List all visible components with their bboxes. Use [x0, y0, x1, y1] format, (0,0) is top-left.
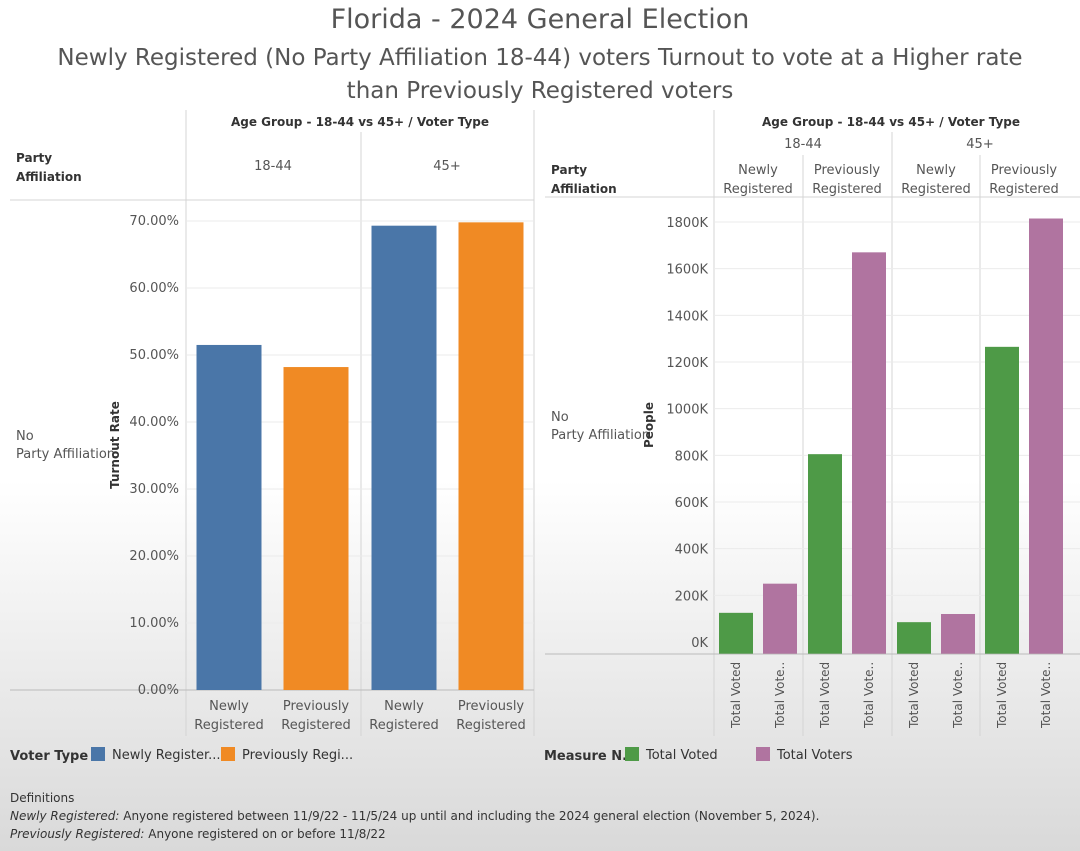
right-y-tick-label: 1200K	[666, 356, 708, 371]
left-x-tick-label: Registered	[369, 718, 439, 733]
people-chart: Age Group - 18-44 vs 45+ / Voter Type Par…	[551, 115, 1080, 729]
right-x-tick-label: Total Vote..	[862, 662, 876, 729]
legend-left-title: Voter Type	[10, 749, 88, 764]
left-y-tick-label: 50.00%	[129, 348, 179, 363]
legend-swatch	[756, 747, 770, 761]
right-y-tick-label: 200K	[675, 589, 709, 604]
right-category-label: Registered	[901, 182, 971, 197]
legend-left-label: Previously Regi...	[242, 748, 353, 763]
chart-subtitle: Newly Registered (No Party Affiliation 1…	[57, 45, 1023, 104]
right-y-tick-label: 600K	[675, 496, 709, 511]
left-column-header: Age Group - 18-44 vs 45+ / Voter Type	[231, 115, 489, 129]
right-column-header: Age Group - 18-44 vs 45+ / Voter Type	[762, 115, 1020, 129]
right-group-label: 45+	[966, 137, 993, 152]
right-category-label: Registered	[989, 182, 1059, 197]
legend-right-label: Total Voted	[645, 748, 718, 763]
right-category-label: Previously	[814, 163, 881, 178]
right-y-tick-label: 1800K	[666, 216, 708, 231]
left-x-tick-label: Newly	[209, 699, 249, 714]
right-y-tick-label: 1600K	[666, 263, 708, 278]
right-x-tick-label: Total Voted	[907, 662, 921, 729]
left-row-label: Party Affiliation	[16, 447, 115, 462]
bar-people-45plus-previously-total-voters	[1029, 218, 1063, 654]
bar-people-45plus-newly-total-voters	[941, 614, 975, 654]
bar-people-45plus-previously-total-voted	[985, 346, 1019, 654]
right-x-tick-label: Total Voted	[995, 662, 1009, 729]
definition-previously-term: Previously Registered:	[10, 827, 145, 841]
right-x-tick-label: Total Voted	[818, 662, 832, 729]
left-x-tick-label: Newly	[384, 699, 424, 714]
bar-turnout-18-44-newly	[196, 344, 262, 690]
right-category-label: Registered	[723, 182, 793, 197]
left-y-tick-label: 40.00%	[129, 415, 179, 430]
definitions: Definitions Newly Registered: Anyone reg…	[10, 789, 819, 843]
legend-swatch	[625, 747, 639, 761]
right-category-label: Newly	[738, 163, 778, 178]
bar-people-18-44-previously-total-voters	[852, 252, 886, 654]
legend-right-title: Measure N...	[544, 749, 637, 764]
bar-turnout-45plus-newly	[371, 225, 437, 690]
left-x-tick-label: Registered	[281, 718, 351, 733]
definition-previously-text: Anyone registered on or before 11/8/22	[144, 827, 386, 841]
right-x-tick-label: Total Voted	[729, 662, 743, 729]
right-x-tick-label: Total Vote..	[1039, 662, 1053, 729]
left-x-tick-label: Registered	[194, 718, 264, 733]
right-category-label: Registered	[812, 182, 882, 197]
left-x-tick-label: Previously	[283, 699, 350, 714]
left-y-axis-title: Turnout Rate	[108, 401, 122, 489]
right-y-axis-title: People	[642, 402, 656, 448]
left-y-tick-label: 30.00%	[129, 482, 179, 497]
right-x-tick-label: Total Vote..	[773, 662, 787, 729]
definitions-heading: Definitions	[10, 791, 75, 805]
turnout-rate-chart: Age Group - 18-44 vs 45+ / Voter Type Par…	[16, 115, 534, 733]
right-row-header: Party	[551, 163, 587, 177]
bar-people-18-44-newly-total-voted	[719, 612, 753, 654]
right-x-tick-label: Total Vote..	[951, 662, 965, 729]
definition-newly: Newly Registered: Anyone registered betw…	[10, 807, 819, 825]
left-row-label: No	[16, 429, 34, 444]
bar-people-18-44-newly-total-voters	[763, 583, 797, 654]
right-row-header: Affiliation	[551, 182, 617, 196]
left-y-tick-label: 20.00%	[129, 549, 179, 564]
right-y-tick-label: 800K	[675, 449, 709, 464]
left-group-label: 18-44	[254, 159, 292, 174]
definition-previously: Previously Registered: Anyone registered…	[10, 825, 819, 843]
left-y-tick-label: 0.00%	[138, 683, 179, 698]
left-group-label: 45+	[433, 159, 460, 174]
right-row-label: No	[551, 410, 569, 425]
definition-newly-term: Newly Registered:	[10, 809, 120, 823]
bar-turnout-18-44-previously	[283, 367, 349, 690]
right-y-tick-label: 1000K	[666, 403, 708, 418]
legend-swatch	[221, 747, 235, 761]
bar-people-45plus-newly-total-voted	[897, 622, 931, 654]
left-row-header: Affiliation	[16, 170, 82, 184]
bar-turnout-45plus-previously	[458, 222, 524, 690]
left-y-tick-label: 70.00%	[129, 214, 179, 229]
right-row-label: Party Affiliation	[551, 428, 650, 443]
left-row-header: Party	[16, 151, 52, 165]
right-y-tick-label: 0K	[691, 636, 708, 651]
right-group-label: 18-44	[784, 137, 822, 152]
legend-right-label: Total Voters	[776, 748, 853, 763]
right-y-tick-label: 1400K	[666, 309, 708, 324]
bar-people-18-44-previously-total-voted	[808, 454, 842, 654]
legend-left-label: Newly Register...	[112, 748, 221, 763]
right-y-tick-label: 400K	[675, 543, 709, 558]
chart-title: Florida - 2024 General Election	[330, 4, 750, 35]
left-y-tick-label: 60.00%	[129, 281, 179, 296]
left-x-tick-label: Registered	[456, 718, 526, 733]
legend-swatch	[91, 747, 105, 761]
right-category-label: Previously	[991, 163, 1058, 178]
right-category-label: Newly	[916, 163, 956, 178]
definition-newly-text: Anyone registered between 11/9/22 - 11/5…	[119, 809, 820, 823]
left-x-tick-label: Previously	[458, 699, 525, 714]
left-y-tick-label: 10.00%	[129, 616, 179, 631]
